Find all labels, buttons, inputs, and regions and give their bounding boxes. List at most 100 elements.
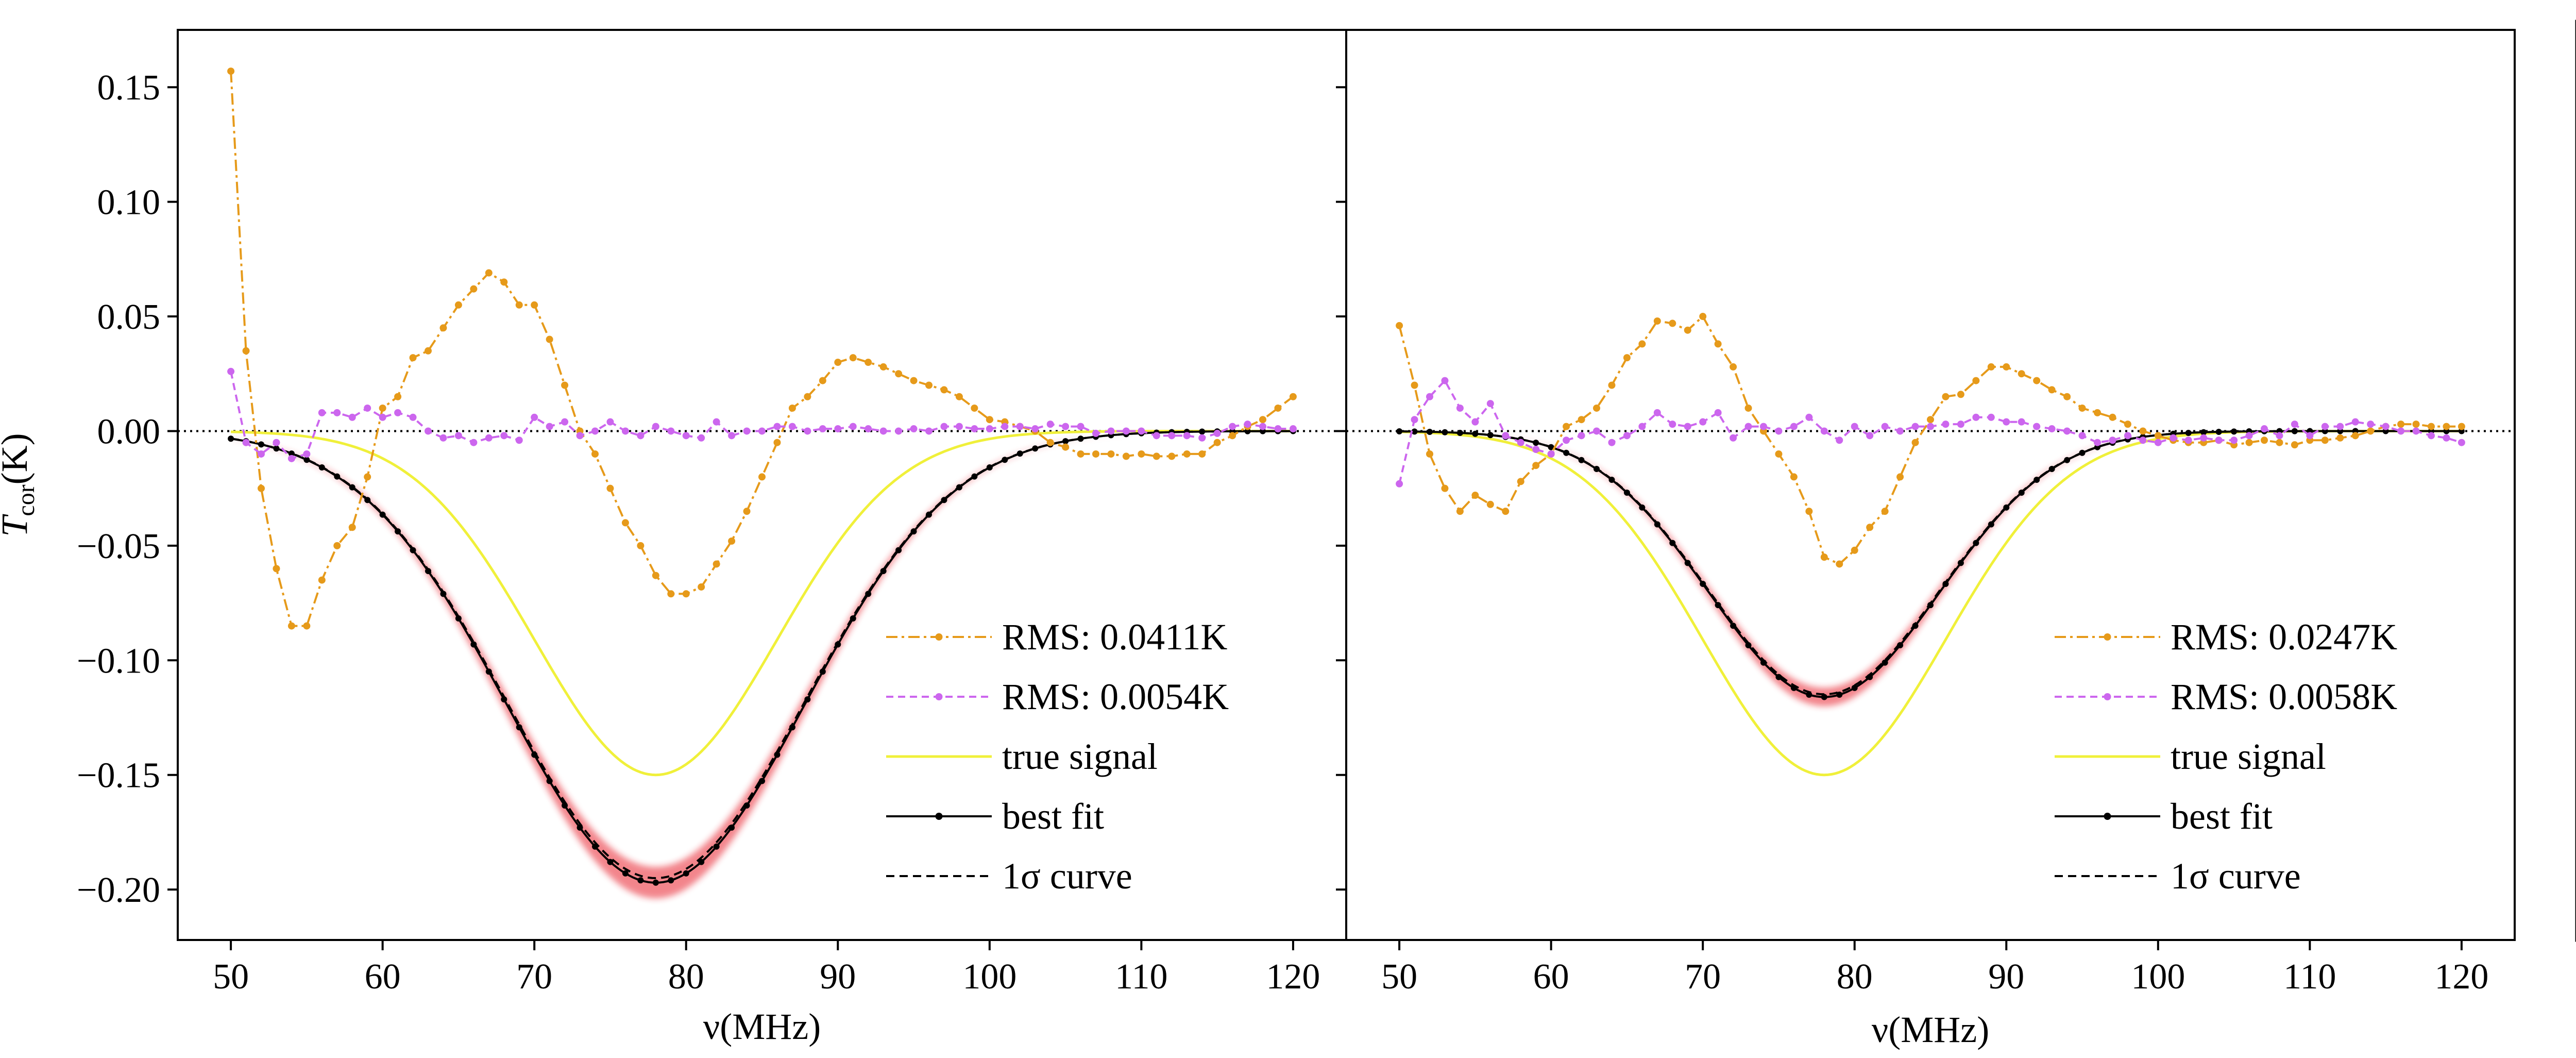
right-series-orange-point	[1744, 404, 1752, 412]
right-series-violet-point	[2306, 432, 2314, 440]
right-x-tick-label: 120	[2434, 957, 2488, 997]
left-series-orange-point	[819, 377, 826, 384]
right-legend-orange-marker	[2104, 633, 2111, 641]
right-series-orange-point	[1623, 354, 1631, 362]
right-best-fit-point	[1942, 580, 1949, 587]
left-best-fit-point	[303, 457, 310, 463]
left-series-violet-point	[1229, 423, 1236, 430]
right-series-orange-point	[1881, 508, 1889, 515]
right-series-violet-point	[1699, 418, 1707, 426]
left-best-fit-point	[759, 778, 765, 784]
left-series-violet-point	[364, 404, 371, 412]
left-series-orange-point	[621, 519, 629, 527]
left-series-violet-point	[1077, 423, 1084, 430]
left-series-violet-point	[1107, 427, 1115, 435]
right-best-fit-point	[1639, 504, 1646, 511]
right-best-fit-point	[1700, 580, 1706, 587]
left-series-orange-point	[258, 484, 265, 492]
left-legend-true-label: true signal	[1002, 736, 1158, 777]
right-series-orange-point	[2351, 432, 2359, 440]
left-legend-fit-label: best fit	[1002, 796, 1104, 837]
left-series-violet-point	[819, 425, 826, 433]
left-series-violet-point	[713, 418, 720, 426]
right-legend: RMS: 0.0247K RMS: 0.0058K true signal best …	[2055, 616, 2397, 897]
right-series-orange-point	[1730, 363, 1737, 371]
left-series-orange-point	[470, 285, 478, 293]
right-series-violet-point	[1896, 427, 1904, 435]
left-series-orange-point	[713, 560, 720, 568]
left-best-fit-point	[1016, 450, 1023, 457]
right-best-fit-point	[1821, 694, 1827, 700]
left-series-orange-point	[273, 565, 280, 573]
left-best-fit-point	[986, 464, 993, 471]
right-best-fit-point	[1973, 540, 1979, 546]
left-best-fit-point	[455, 615, 462, 622]
left-best-fit-point	[637, 877, 644, 884]
y-tick-label: 0.05	[97, 297, 161, 337]
right-series-violet-point	[1927, 423, 1934, 430]
right-series-violet-point	[2184, 436, 2192, 444]
right-best-fit-point	[1594, 466, 1600, 473]
right-series-violet-point	[2276, 432, 2283, 440]
right-x-tick-label: 70	[1685, 957, 1721, 997]
left-best-fit-point	[592, 843, 598, 850]
right-best-fit-point	[2003, 504, 2010, 511]
left-best-fit-point	[395, 528, 401, 535]
left-series-violet-point	[333, 409, 341, 416]
right-best-fit-point	[1715, 602, 1721, 609]
left-series-violet-point	[667, 427, 675, 435]
left-series-orange-point	[758, 473, 766, 481]
left-best-fit-point	[440, 591, 447, 597]
right-best-fit-point	[2048, 466, 2055, 473]
right-series-orange-point	[2003, 363, 2010, 371]
left-best-fit-point	[865, 591, 872, 597]
left-series-violet-point	[1274, 425, 1282, 433]
right-series-violet-point	[2063, 427, 2071, 435]
right-series-violet-point	[1911, 423, 1919, 430]
right-series-orange-point	[1486, 500, 1494, 508]
right-series-orange-point	[1775, 450, 1783, 458]
right-best-fit-point	[1623, 489, 1630, 496]
right-series-violet-point	[2397, 427, 2405, 435]
left-series-violet-point	[895, 427, 903, 435]
right-series-violet-point	[2367, 421, 2375, 428]
left-series-orange-point	[1107, 450, 1115, 458]
right-series-violet-point	[2200, 434, 2208, 442]
right-best-fit-point	[1487, 432, 1494, 439]
left-series-orange-point	[1138, 450, 1145, 458]
right-series-orange-point	[2458, 423, 2465, 430]
left-series-orange-point	[1153, 452, 1160, 460]
left-best-fit-point	[926, 511, 932, 518]
right-series-violet-point	[1805, 413, 1813, 421]
left-series-violet-point	[379, 413, 386, 421]
left-best-fit-point	[562, 802, 568, 809]
left-series-violet-point	[1092, 429, 1099, 437]
y-tick-label: −0.15	[77, 756, 160, 796]
left-series-violet-point	[546, 423, 553, 430]
left-series-orange-point	[1092, 450, 1099, 458]
right-series-orange-point	[1426, 450, 1433, 458]
right-legend-sigma-label: 1σ curve	[2171, 855, 2301, 897]
right-series-violet-point	[1744, 423, 1752, 430]
left-series-violet-point	[515, 436, 523, 444]
right-best-fit-point	[1912, 623, 1919, 629]
left-series-orange-point	[1168, 452, 1176, 460]
right-series-orange-point	[1896, 473, 1904, 481]
right-series-orange-point	[1471, 492, 1479, 499]
left-best-fit-point	[804, 696, 811, 703]
right-best-fit-point	[1442, 429, 1448, 435]
left-series-violet-point	[318, 409, 326, 416]
right-series-violet-point	[1820, 427, 1828, 435]
left-plot-area	[178, 68, 1346, 899]
left-series-violet-point	[652, 423, 659, 430]
left-series-violet-point	[682, 432, 690, 440]
right-x-tick-label: 80	[1837, 957, 1873, 997]
left-series-violet-point	[1062, 423, 1070, 430]
right-series-orange-point	[1684, 326, 1691, 334]
left-series-violet-point	[773, 423, 781, 430]
left-best-fit-point	[971, 473, 978, 480]
left-series-violet-point	[531, 413, 538, 421]
right-series-violet-point	[1623, 432, 1631, 440]
left-legend-violet-marker	[935, 693, 943, 700]
